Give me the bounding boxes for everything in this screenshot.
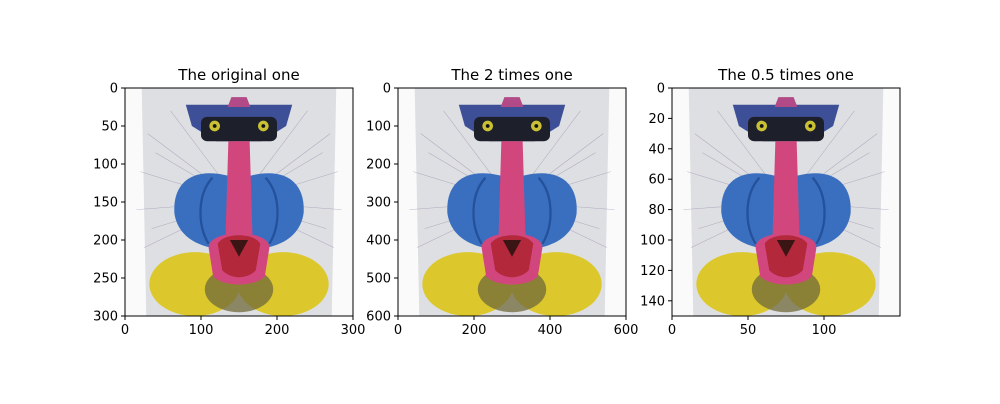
- y-tick-label: 80: [648, 203, 665, 218]
- y-tick-label: 300: [366, 196, 391, 211]
- y-tick-label: 120: [640, 264, 665, 279]
- x-tick-label: 300: [341, 323, 366, 338]
- panel-half: The 0.5 times one 0 50 100 0 20 40 60 80 100 120 1…: [640, 66, 901, 339]
- panel-title: The original one: [177, 66, 299, 84]
- y-tick-label: 40: [648, 142, 665, 157]
- mandrill-image: [672, 88, 900, 316]
- y-tick-label: 300: [93, 310, 118, 325]
- y-tick-label: 100: [366, 120, 391, 135]
- y-tick-label: 250: [93, 272, 118, 287]
- x-tick-label: 200: [462, 323, 487, 338]
- panel-2x: The 2 times one 0 200 400 60001002003004005…: [366, 66, 638, 338]
- y-tick-label: 100: [93, 158, 118, 173]
- y-tick-label: 0: [657, 82, 665, 97]
- mandrill-image: [125, 88, 353, 316]
- y-tick-label: 400: [366, 234, 391, 249]
- x-tick-label: 50: [740, 323, 757, 338]
- y-tick-label: 20: [648, 112, 665, 127]
- panel-original: The original one 0 100 200 3000501001502002…: [93, 66, 365, 338]
- y-tick-label: 50: [101, 120, 118, 135]
- y-tick-label: 200: [93, 234, 118, 249]
- x-tick-label: 600: [614, 323, 639, 338]
- x-tick-label: 400: [538, 323, 563, 338]
- x-tick-label: 100: [189, 323, 214, 338]
- x-tick-label: 100: [812, 323, 837, 338]
- y-tick-label: 0: [110, 82, 118, 97]
- y-tick-label: 200: [366, 158, 391, 173]
- x-tick-label: 200: [265, 323, 290, 338]
- panel-title: The 0.5 times one: [717, 66, 854, 84]
- x-tick-label: 0: [121, 323, 129, 338]
- x-tick-label: 0: [668, 323, 676, 338]
- y-tick-label: 0: [383, 82, 391, 97]
- y-tick-label: 150: [93, 196, 118, 211]
- y-tick-label: 140: [640, 294, 665, 309]
- panel-title: The 2 times one: [450, 66, 572, 84]
- y-tick-label: 600: [366, 310, 391, 325]
- mandrill-image: [398, 88, 626, 316]
- y-tick-label: 500: [366, 272, 391, 287]
- y-tick-label: 60: [648, 173, 665, 188]
- tick-group: 0 50 100 0 20 40 60 80 100 120 140: [640, 82, 836, 339]
- axes-frame: [671, 87, 901, 317]
- x-tick-label: 0: [394, 323, 402, 338]
- y-tick-label: 100: [640, 234, 665, 249]
